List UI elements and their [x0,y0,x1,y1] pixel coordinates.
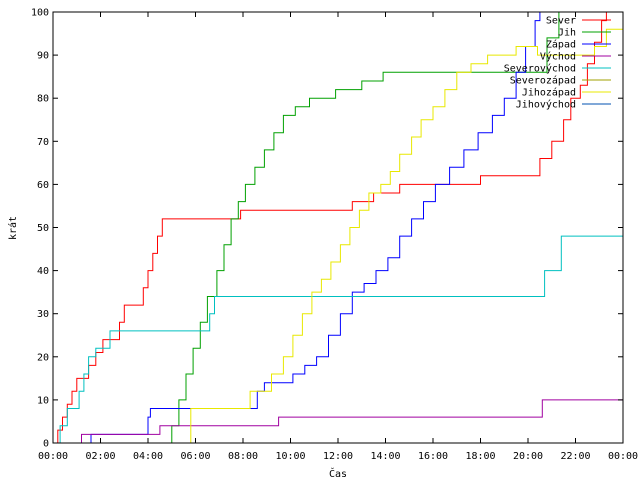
series-line-5 [53,235,623,443]
y-tick-label: 60 [37,180,49,191]
x-tick-label: 10:00 [275,451,305,462]
legend-label: Jih [558,28,576,39]
y-tick-label: 20 [37,352,49,363]
series-line-7 [53,28,623,443]
y-tick-label: 0 [43,439,49,450]
x-tick-label: 00:00 [38,451,68,462]
y-tick-label: 10 [37,395,49,406]
y-tick-label: 50 [37,223,49,234]
x-tick-label: 06:00 [180,451,210,462]
series-line-4 [53,399,623,443]
y-tick-label: 30 [37,309,49,320]
tick-layer: 00:00 02:00 04:00 06:00 08:00 10:00 12:00 14:00… [31,8,638,463]
x-tick-label: 12:00 [323,451,353,462]
series-line-1 [53,12,607,443]
y-tick-label: 100 [31,8,49,19]
legend-label: Jihozápad [522,87,576,99]
x-tick-label: 04:00 [133,451,163,462]
x-tick-label: 08:00 [228,451,258,462]
x-tick-label: 16:00 [418,451,448,462]
y-tick-label: 70 [37,137,49,148]
legend-label: Západ [546,39,576,51]
legend-label: Sever [546,16,576,27]
legend-label: Východ [540,51,576,63]
y-tick-label: 40 [37,266,49,277]
x-tick-label: 14:00 [370,451,400,462]
legend: SeverJihZápadVýchodSeverovýchodSeverozáp… [504,16,611,111]
x-tick-label: 18:00 [465,451,495,462]
legend-label: Jihovýchod [516,99,576,111]
x-axis-label: Čas [329,467,347,480]
legend-label: Severovýchod [504,63,576,75]
legend-label: Severozápad [510,75,576,87]
y-axis-label: krát [7,216,19,240]
y-tick-label: 90 [37,51,49,62]
series-layer [53,12,623,443]
x-tick-label: 00:00 [608,451,638,462]
x-tick-label: 02:00 [85,451,115,462]
x-tick-label: 22:00 [560,451,590,462]
y-tick-label: 80 [37,94,49,105]
x-tick-label: 20:00 [513,451,543,462]
series-line-2 [53,12,560,443]
